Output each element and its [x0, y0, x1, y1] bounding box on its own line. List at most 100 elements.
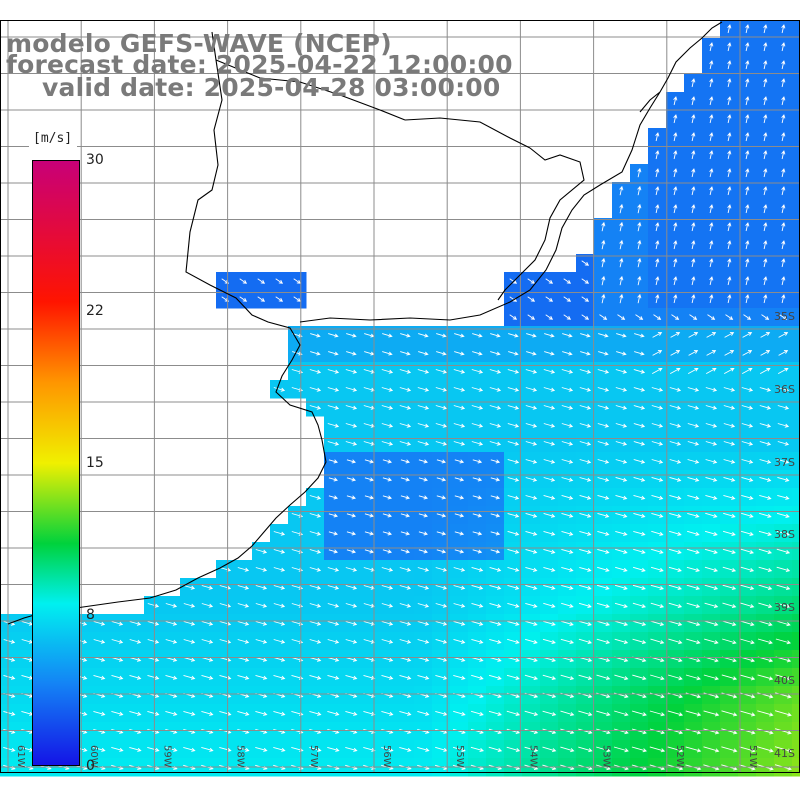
wind-arrow: [561, 477, 574, 482]
wind-arrow: [147, 710, 160, 716]
wind-arrow: [721, 674, 738, 681]
longitude-label: 57W: [308, 745, 319, 768]
wind-arrow: [490, 351, 501, 356]
wind-arrow: [673, 222, 678, 232]
wind-arrow: [327, 567, 340, 572]
wind-arrow: [363, 710, 376, 716]
wind-arrow: [722, 530, 736, 536]
wind-arrow: [346, 495, 356, 500]
wind-speed-cell: [792, 578, 800, 597]
wind-arrow: [774, 746, 792, 753]
wind-arrow: [560, 710, 575, 717]
wind-arrow: [381, 369, 394, 374]
wind-arrow: [183, 639, 196, 644]
wind-arrow: [400, 495, 410, 500]
wind-arrow: [688, 350, 699, 356]
wind-arrow: [597, 530, 610, 536]
wind-arrow: [527, 314, 536, 320]
wind-arrow: [147, 746, 160, 752]
wind-arrow: [597, 494, 610, 500]
wind-arrow: [703, 746, 720, 753]
wind-arrow: [454, 513, 465, 518]
latitude-label: 38S: [774, 528, 795, 541]
wind-arrow: [436, 459, 446, 464]
wind-arrow: [454, 549, 465, 554]
wind-arrow: [637, 203, 642, 214]
wind-arrow: [471, 620, 484, 626]
wind-arrow: [704, 548, 718, 554]
wind-arrow: [687, 367, 699, 374]
wind-arrow: [578, 620, 592, 626]
wind-arrow: [616, 333, 627, 338]
wind-speed-cell: [792, 254, 800, 273]
wind-arrow: [327, 639, 340, 644]
wind-arrow: [453, 405, 466, 410]
wind-arrow: [686, 566, 701, 572]
wind-arrow: [705, 441, 718, 446]
wind-arrow: [453, 674, 466, 680]
wind-arrow: [655, 222, 660, 232]
wind-arrow: [542, 620, 556, 626]
wind-speed-cell: [792, 614, 800, 633]
wind-arrow: [740, 602, 755, 609]
wind-arrow: [601, 275, 606, 286]
wind-arrow: [668, 638, 683, 645]
wind-arrow: [619, 203, 624, 214]
wind-arrow: [129, 674, 142, 680]
wind-arrow: [273, 387, 286, 392]
wind-arrow: [668, 584, 683, 590]
wind-arrow: [727, 150, 732, 160]
wind-arrow: [727, 78, 732, 88]
wind-arrow: [525, 459, 538, 464]
wind-arrow: [689, 314, 698, 320]
wind-arrow: [709, 294, 714, 304]
wind-arrow: [346, 333, 357, 338]
wind-arrow: [525, 495, 538, 500]
wind-arrow: [721, 710, 738, 717]
wind-arrow: [435, 567, 448, 572]
wind-arrow: [655, 276, 660, 286]
wind-arrow: [775, 620, 791, 627]
wind-arrow: [147, 639, 160, 644]
wind-arrow: [601, 293, 606, 304]
wind-arrow: [561, 602, 574, 608]
wind-arrow: [507, 513, 520, 518]
wind-arrow: [759, 367, 771, 374]
wind-speed-cell: [792, 380, 800, 399]
wind-arrow: [381, 423, 394, 428]
wind-arrow: [542, 710, 557, 717]
wind-arrow: [435, 585, 448, 590]
wind-arrow: [165, 603, 178, 608]
wind-arrow: [417, 639, 430, 644]
wind-arrow: [745, 204, 750, 214]
wind-arrow: [742, 350, 753, 356]
wind-arrow: [346, 351, 357, 356]
wind-arrow: [470, 746, 485, 752]
wind-arrow: [651, 512, 664, 518]
wind-arrow: [381, 710, 394, 716]
wind-arrow: [237, 621, 250, 626]
wind-arrow: [580, 351, 591, 356]
wind-arrow: [673, 114, 678, 124]
wind-arrow: [454, 477, 465, 482]
wind-arrow: [328, 477, 338, 482]
wind-arrow: [472, 351, 483, 356]
wind-arrow: [709, 276, 714, 286]
wind-arrow: [740, 620, 755, 627]
wind-arrow: [111, 746, 124, 752]
wind-arrow: [527, 278, 536, 284]
wind-arrow: [671, 314, 680, 320]
wind-arrow: [417, 369, 430, 374]
wind-arrow: [471, 638, 484, 644]
wind-arrow: [399, 603, 412, 608]
wind-arrow: [472, 531, 483, 536]
wind-arrow: [543, 369, 556, 374]
wind-arrow: [346, 513, 356, 518]
wind-arrow: [471, 369, 484, 374]
wind-arrow: [417, 405, 430, 410]
wind-arrow: [579, 441, 592, 446]
wind-arrow: [578, 638, 592, 644]
colorbar: [32, 160, 80, 766]
wind-arrow: [471, 674, 484, 680]
wind-arrow: [596, 620, 611, 626]
